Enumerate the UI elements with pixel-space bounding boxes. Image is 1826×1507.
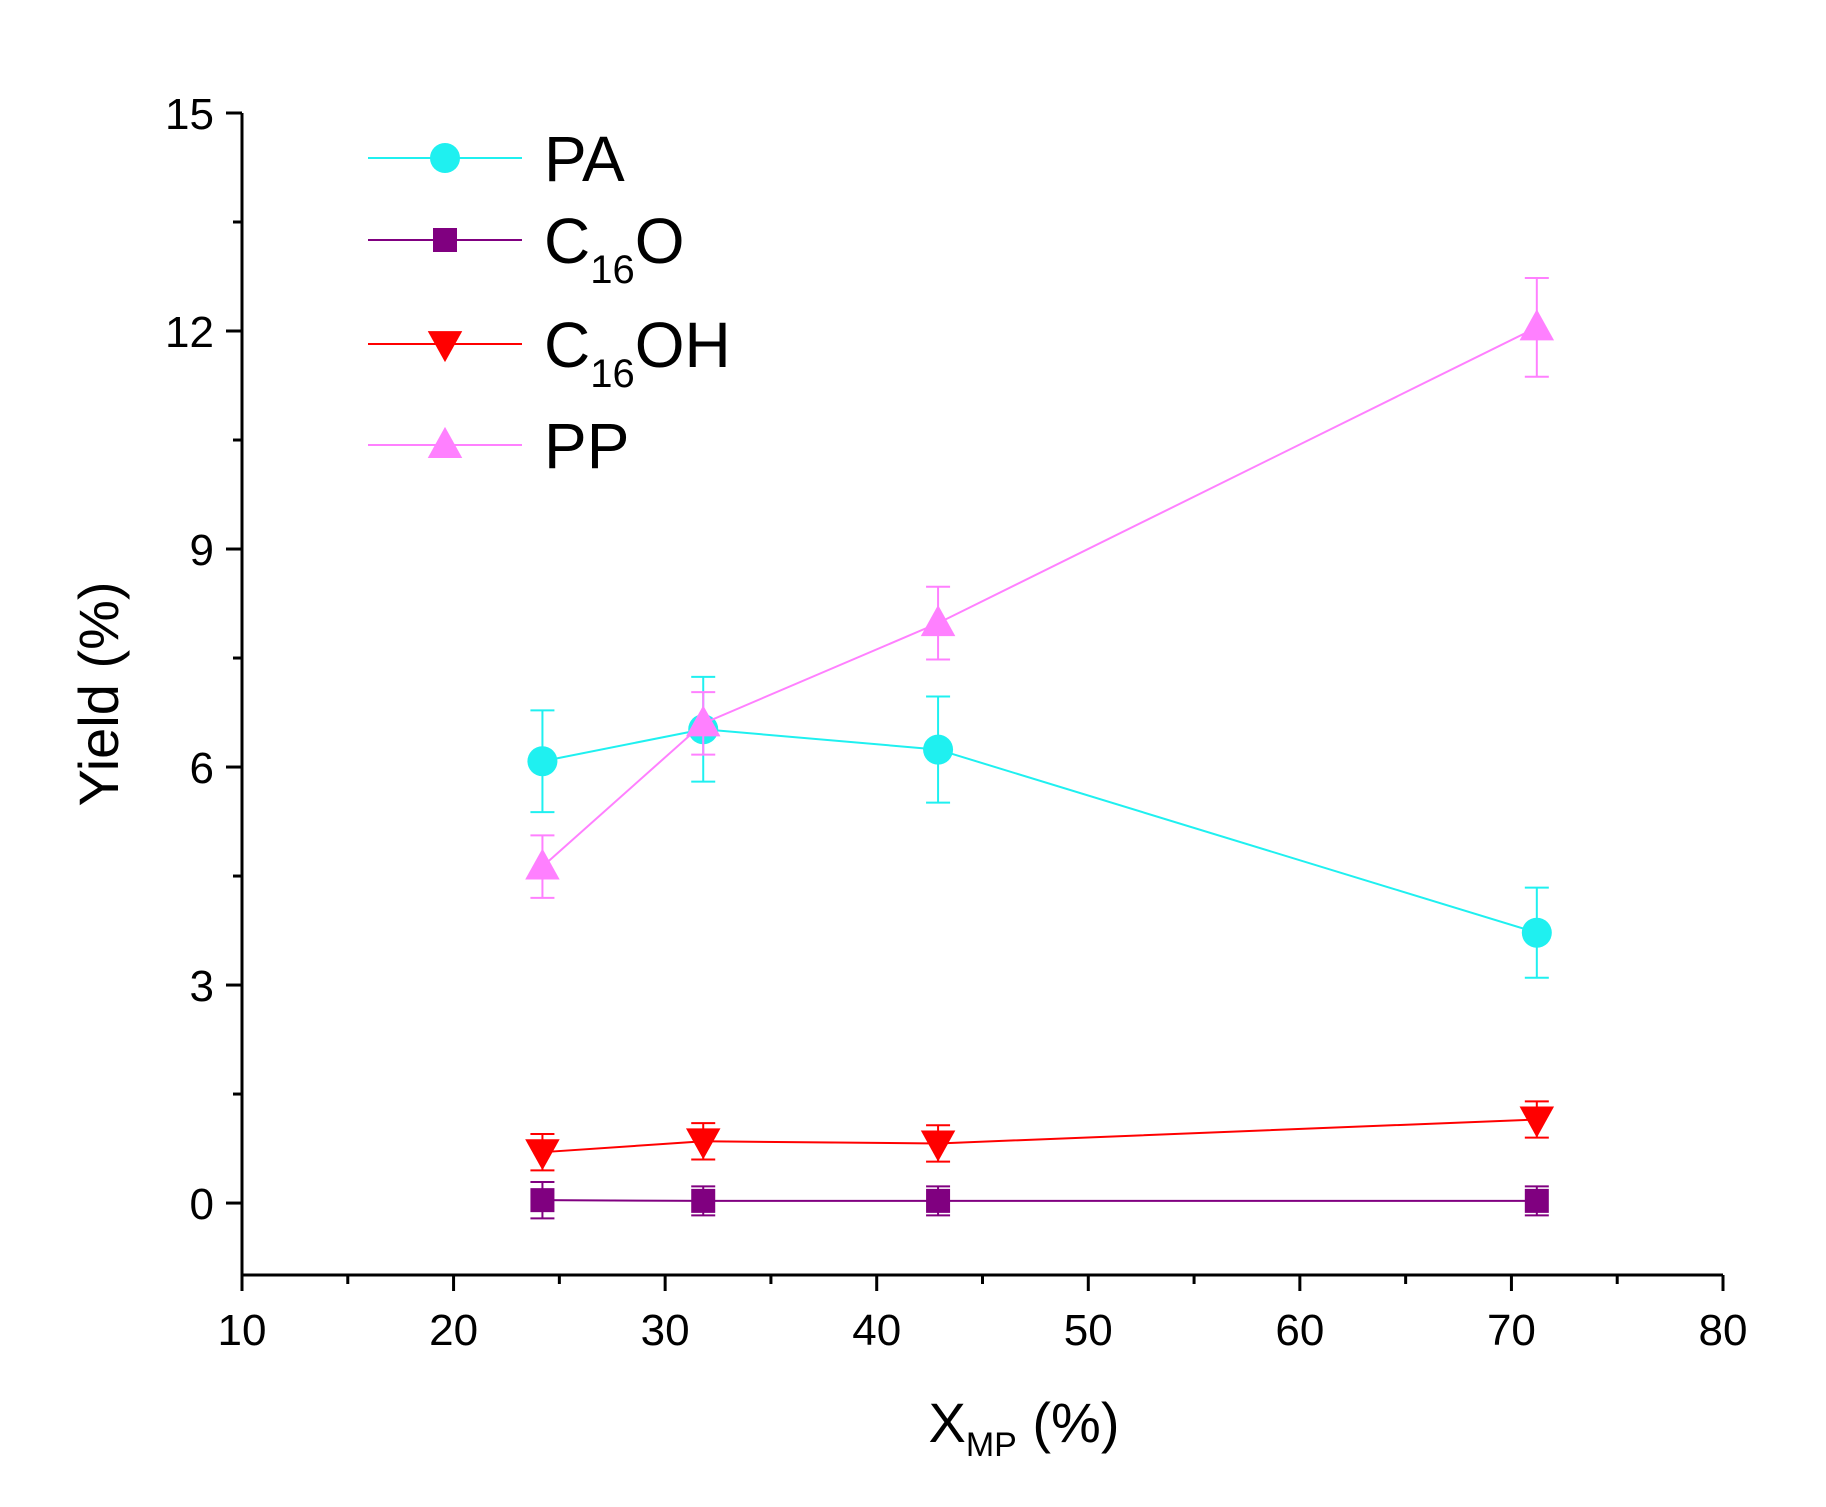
legend-item-pa: PA [368,123,625,195]
series-line [542,1199,1537,1202]
y-tick-label: 12 [165,308,214,357]
series-c16oh [525,1100,1555,1172]
series-pp [525,276,1555,899]
legend-label-main: C [544,205,590,277]
data-point [527,746,558,777]
legend-item-c16o: C16O [368,205,685,292]
x-axis-title-suffix: (%) [1017,1391,1120,1454]
data-point [691,1188,716,1213]
axes: 10 20 30 40 50 60 70 80 0 3 6 9 12 15 Yield (%) XMP (%) [67,90,1747,1464]
x-tick-label: 80 [1699,1306,1748,1355]
data-point [1524,1188,1549,1213]
y-tick-label: 6 [190,744,214,793]
y-tick-label: 3 [190,962,214,1011]
x-axis-title-sub: MP [966,1426,1017,1464]
x-tick-label: 10 [218,1306,267,1355]
data-point [920,605,956,637]
data-point [685,705,721,737]
legend-marker [430,143,460,173]
legend-label-suffix: OH [635,309,731,381]
legend-marker [433,228,457,252]
data-point [923,734,954,765]
data-point [1519,309,1555,341]
legend-label-main: PP [544,410,629,482]
legend-label-main: PA [544,123,625,195]
legend-label-sub: 16 [590,248,635,292]
legend-label: C16O [544,205,685,292]
x-tick-label: 50 [1064,1306,1113,1355]
series-c16o [530,1180,1549,1220]
y-tick-label: 9 [190,526,214,575]
x-tick-label: 30 [641,1306,690,1355]
x-tick-label: 70 [1487,1306,1536,1355]
data-point [685,1128,721,1160]
data-point [530,1188,555,1213]
series-pa [527,675,1552,979]
legend-label: C16OH [544,309,731,396]
legend-label: PP [544,410,629,482]
x-tick-label: 60 [1275,1306,1324,1355]
data-point [1521,917,1552,948]
legend-label-sub: 16 [590,352,635,396]
x-tick-label: 20 [429,1306,478,1355]
series-line [541,326,1538,868]
series-line [542,1118,1537,1154]
legend-label-suffix: O [635,205,685,277]
data-point [525,1139,560,1171]
data-point [1519,1106,1555,1138]
y-axis-title: Yield (%) [67,581,130,806]
legend-marker [427,331,463,363]
legend-label-main: C [544,309,590,381]
y-tick-label: 0 [190,1180,214,1229]
series-line [542,728,1538,934]
data-point [926,1188,951,1213]
legend-item-pp: PP [368,410,629,482]
legend-marker [427,426,463,458]
series-layer [525,276,1555,1220]
x-tick-label: 40 [852,1306,901,1355]
legend-label: PA [544,123,625,195]
data-point [920,1130,956,1162]
y-tick-label: 15 [165,90,214,139]
legend-item-c16oh: C16OH [368,309,731,396]
data-point [525,848,560,880]
x-axis-title-main: X [928,1391,965,1454]
x-axis-title: XMP (%) [928,1391,1119,1464]
